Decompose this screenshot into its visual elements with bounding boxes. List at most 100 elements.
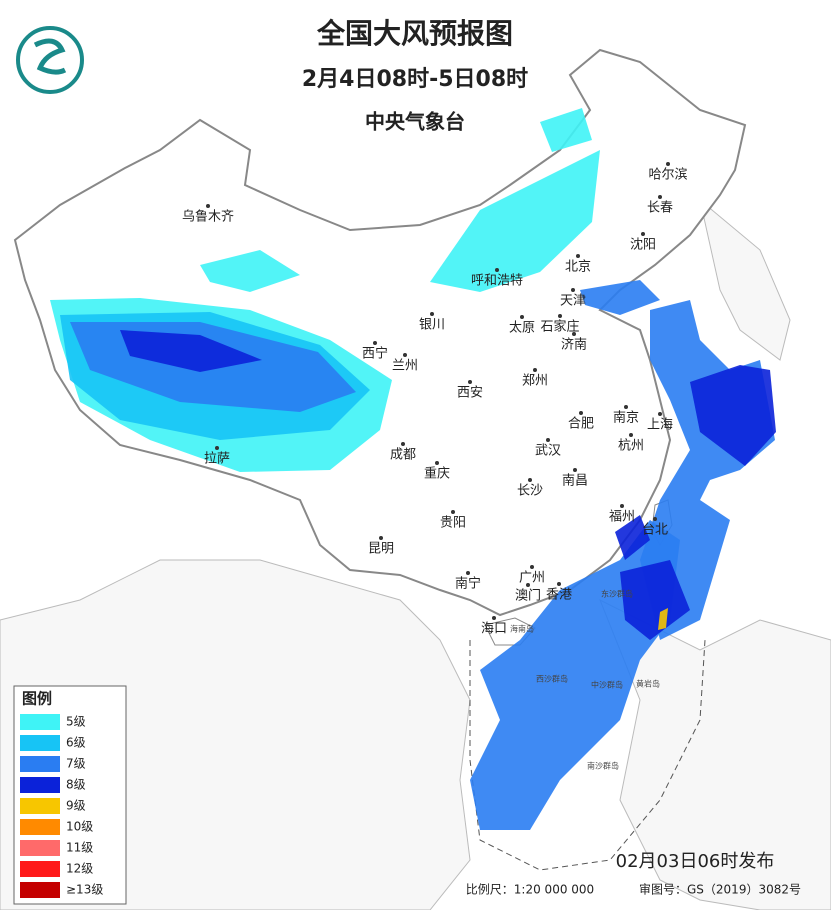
map-title: 全国大风预报图 (316, 17, 513, 50)
city-label: 哈尔滨 (648, 167, 687, 183)
city-dot (379, 536, 383, 540)
city-dot (466, 571, 470, 575)
city-label: 呼和浩特 (471, 274, 523, 289)
legend-label: 9级 (66, 799, 86, 813)
island-label: 海南岛 (510, 624, 534, 634)
city-label: 西安 (457, 386, 483, 401)
city-dot (576, 254, 580, 258)
city-dot (533, 368, 537, 372)
city-dot (579, 411, 583, 415)
sea-boundary (469, 639, 706, 871)
agency: 中央气象台 (365, 110, 465, 134)
city-label: 澳门 (515, 588, 541, 604)
wind-area (615, 515, 650, 560)
city-dot (468, 380, 472, 384)
city-label: 郑州 (522, 374, 548, 389)
city-dot (546, 438, 550, 442)
legend-label: 7级 (66, 757, 86, 771)
legend-label: 10级 (66, 820, 93, 834)
city-label: 台北 (642, 523, 668, 538)
legend-label: 12级 (66, 862, 93, 876)
wind-area (658, 608, 668, 630)
city-label: 武汉 (535, 444, 561, 459)
legend-swatch (20, 882, 60, 898)
wind-area (580, 280, 660, 315)
city-label: 北京 (565, 260, 591, 275)
legend-title: 图例 (22, 690, 52, 708)
city-dot (520, 315, 524, 319)
city-label: 福州 (609, 510, 635, 525)
city-label: 天津 (560, 294, 586, 309)
city-label: 西宁 (362, 346, 388, 362)
map-subtitle: 2月4日08时-5日08时 (302, 67, 528, 92)
review-number: 审图号：GS（2019）3082号 (639, 882, 801, 897)
neighbor-land (699, 198, 791, 361)
city-dot (629, 433, 633, 437)
legend-swatch (20, 798, 60, 814)
city-dot (528, 478, 532, 482)
city-dot (526, 583, 530, 587)
legend-swatch (20, 840, 60, 856)
city-dot (658, 412, 662, 416)
legend-label: ≥13级 (66, 883, 103, 897)
legend-swatch (20, 714, 60, 730)
city-label: 长沙 (517, 484, 543, 499)
island-label: 西沙群岛 (536, 674, 568, 684)
city-dot (495, 268, 499, 272)
city-label: 乌鲁木齐 (182, 209, 234, 225)
legend-swatch (20, 735, 60, 751)
wind-area (540, 108, 592, 152)
city-label: 海口 (481, 622, 507, 637)
city-dot (373, 341, 377, 345)
city-label: 济南 (561, 337, 587, 353)
legend-label: 8级 (66, 778, 86, 792)
neighbor-land (599, 598, 831, 910)
city-label: 广州 (519, 571, 545, 586)
city-dot (215, 446, 219, 450)
city-dot (435, 461, 439, 465)
logo-mark (33, 38, 67, 75)
city-label: 石家庄 (540, 319, 579, 335)
wind-area (200, 250, 300, 292)
city-label: 合肥 (568, 417, 594, 432)
legend-label: 6级 (66, 736, 86, 750)
city-dot (206, 204, 210, 208)
city-dot (658, 195, 662, 199)
city-label: 杭州 (618, 439, 644, 454)
city-dot (573, 468, 577, 472)
city-label: 成都 (390, 448, 416, 463)
legend-items: 5级 6级 7级 8级 9级 10级 11级 12级 ≥13级 (20, 714, 103, 898)
legend-swatch (20, 861, 60, 877)
city-dot (401, 442, 405, 446)
city-label: 南宁 (455, 576, 481, 592)
city-label: 沈阳 (630, 238, 656, 253)
city-label: 重庆 (424, 466, 450, 482)
wind-area (690, 365, 776, 466)
city-dot (430, 312, 434, 316)
city-dot (572, 332, 576, 336)
legend-swatch (20, 777, 60, 793)
city-dot (558, 314, 562, 318)
city-dot (530, 565, 534, 569)
legend-swatch (20, 819, 60, 835)
city-dot (653, 517, 657, 521)
island-label: 中沙群岛 (591, 680, 623, 690)
city-label: 兰州 (392, 359, 418, 374)
city-dot (451, 510, 455, 514)
city-label: 南京 (613, 410, 639, 426)
wind-area (120, 330, 262, 372)
city-label: 南昌 (562, 473, 588, 489)
city-dot (557, 582, 561, 586)
map-scale: 比例尺：1:20 000 000 (466, 883, 594, 897)
city-label: 太原 (509, 321, 535, 336)
city-label: 贵阳 (440, 516, 466, 531)
city-label: 昆明 (368, 542, 394, 557)
city-dot (492, 616, 496, 620)
wind-area (620, 560, 690, 640)
island-label: 黄岩岛 (636, 679, 660, 689)
city-dot (641, 232, 645, 236)
city-dot (403, 353, 407, 357)
city-label: 拉萨 (204, 452, 230, 467)
